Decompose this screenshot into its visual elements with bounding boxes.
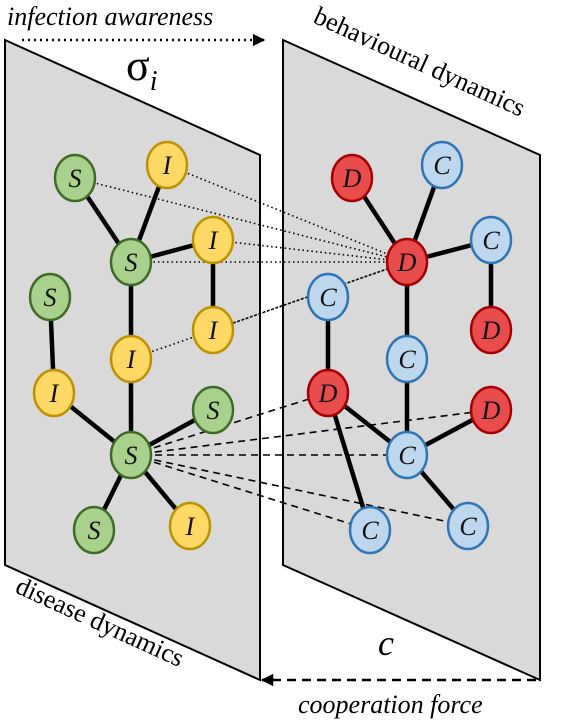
infected-node: I — [168, 501, 212, 551]
defector-node-circle — [385, 237, 429, 287]
cooperator-node-circle — [348, 505, 392, 555]
infected-node-label: I — [185, 512, 196, 541]
cooperator-node-label: C — [482, 226, 500, 255]
susceptible-node-circle — [72, 505, 116, 555]
susceptible-node: S — [191, 385, 235, 435]
susceptible-node-label: S — [125, 441, 138, 470]
susceptible-node: S — [28, 272, 72, 322]
susceptible-node-circle — [53, 153, 97, 203]
awareness-link — [212, 261, 408, 331]
infection-awareness-links — [74, 164, 408, 360]
infected-node: I — [145, 140, 189, 190]
defector-node: D — [330, 153, 374, 203]
sigma-symbol: σi — [126, 41, 158, 97]
infected-node: I — [191, 215, 235, 265]
sigma-subscript: i — [150, 66, 158, 97]
defector-node-label: D — [342, 164, 362, 193]
susceptible-node: S — [109, 237, 153, 287]
infected-node-circle — [191, 305, 235, 355]
susceptible-node-circle — [191, 385, 235, 435]
defector-node: D — [306, 368, 350, 418]
cooperation-force-label: cooperation force — [298, 690, 483, 719]
awareness-link — [212, 239, 408, 263]
infected-node-label: I — [126, 345, 137, 374]
awareness-link — [130, 261, 408, 360]
cooperator-node: C — [446, 501, 490, 551]
cooperator-node: C — [348, 505, 392, 555]
infected-node: I — [109, 334, 153, 384]
cooperator-node-label: C — [319, 283, 337, 312]
defector-node-label: D — [481, 316, 501, 345]
infected-node-label: I — [162, 151, 173, 180]
infected-node-circle — [168, 501, 212, 551]
cooperator-node-circle — [385, 334, 429, 384]
susceptible-node-label: S — [88, 516, 101, 545]
cooperator-node: C — [306, 272, 350, 322]
cooperation-link — [130, 454, 371, 531]
cooperator-node-circle — [446, 501, 490, 551]
susceptible-node: S — [53, 153, 97, 203]
cooperation-link — [130, 454, 469, 527]
cooperator-node-label: C — [361, 516, 379, 545]
cooperation-link — [130, 392, 329, 456]
susceptible-node-label: S — [44, 283, 57, 312]
susceptible-node-circle — [109, 430, 153, 480]
susceptible-node: S — [72, 505, 116, 555]
cooperation-force-links — [130, 392, 492, 531]
cooperator-node-label: C — [433, 151, 451, 180]
cooperator-node-circle — [420, 140, 464, 190]
susceptible-node: S — [109, 430, 153, 480]
defector-node-circle — [306, 368, 350, 418]
susceptible-node-circle — [28, 272, 72, 322]
cooperator-node-label: C — [398, 345, 416, 374]
cooperator-node-circle — [385, 430, 429, 480]
defector-node: D — [469, 385, 513, 435]
infected-node-circle — [191, 215, 235, 265]
susceptible-node-circle — [109, 237, 153, 287]
cooperator-node-label: C — [398, 441, 416, 470]
infected-node-label: I — [208, 316, 219, 345]
susceptible-node-label: S — [207, 396, 220, 425]
infected-node-label: I — [49, 379, 60, 408]
defector-node-circle — [330, 153, 374, 203]
infected-node: I — [191, 305, 235, 355]
infected-node-label: I — [208, 226, 219, 255]
cooperation-link — [130, 409, 492, 456]
infection-awareness-label: infection awareness — [7, 2, 213, 31]
defector-node: D — [385, 237, 429, 287]
cooperator-node-label: C — [459, 512, 477, 541]
defector-node-label: D — [397, 248, 417, 277]
defector-node-circle — [469, 385, 513, 435]
defector-node: D — [469, 305, 513, 355]
cooperator-node: C — [385, 430, 429, 480]
cooperator-node: C — [420, 140, 464, 190]
cooperator-node-circle — [306, 272, 350, 322]
infected-node-circle — [109, 334, 153, 384]
infected-node: I — [32, 368, 76, 418]
network-nodes: S I S I S I I I S S S I D C D C C D C D D C C C — [28, 140, 513, 555]
susceptible-node-label: S — [125, 248, 138, 277]
susceptible-node-label: S — [69, 164, 82, 193]
cooperator-node: C — [469, 215, 513, 265]
infected-node-circle — [32, 368, 76, 418]
cooperator-node: C — [385, 334, 429, 384]
defector-node-label: D — [481, 396, 501, 425]
defector-node-circle — [469, 305, 513, 355]
infected-node-circle — [145, 140, 189, 190]
sigma-letter: σ — [126, 41, 150, 90]
cooperator-node-circle — [469, 215, 513, 265]
c-symbol: c — [378, 623, 394, 663]
defector-node-label: D — [318, 379, 338, 408]
awareness-link — [74, 177, 408, 263]
